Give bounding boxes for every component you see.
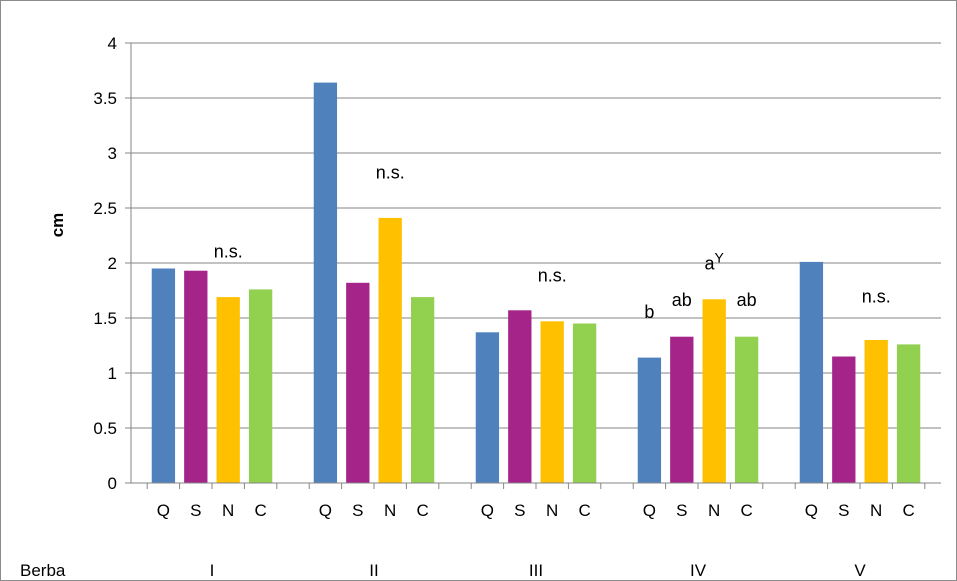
x-category-label: C <box>416 501 428 520</box>
x-category-label: Q <box>319 501 332 520</box>
x-category-label: Q <box>157 501 170 520</box>
bar-III-S <box>508 310 532 483</box>
x-group-label: IV <box>690 561 707 580</box>
bar-III-C <box>572 323 597 483</box>
significance-annotation: n.s. <box>214 242 243 262</box>
bar-V-N <box>864 340 888 483</box>
axes <box>125 42 941 489</box>
y-tick-label: 2 <box>108 254 117 273</box>
bar-I-Q <box>151 268 176 483</box>
bar-III-Q <box>475 332 500 483</box>
y-tick-label: 1 <box>108 364 117 383</box>
bar-I-C <box>248 289 273 483</box>
x-category-label: Q <box>481 501 494 520</box>
significance-annotation: ab <box>737 290 757 310</box>
bar-IV-Q <box>637 357 662 483</box>
y-axis-title: cm <box>48 213 67 238</box>
x-category-label: S <box>838 501 849 520</box>
significance-annotation: n.s. <box>862 287 891 307</box>
y-tick-label: 0 <box>108 474 117 493</box>
x-group-label: III <box>529 561 543 580</box>
x-category-label: C <box>740 501 752 520</box>
x-category-label: S <box>190 501 201 520</box>
bars <box>151 82 921 483</box>
x-category-label: C <box>254 501 266 520</box>
bar-I-S <box>184 270 208 483</box>
x-category-label: N <box>546 501 558 520</box>
bar-III-N <box>540 321 564 483</box>
x-category-label: N <box>222 501 234 520</box>
labels: 0 0.5 1 1.5 2 2.5 3 3.5 4 Q S N C I Q S N C II Q S N C III Q S N C I… <box>93 34 914 580</box>
significance-annotation: ab <box>672 290 692 310</box>
x-category-label: Q <box>643 501 656 520</box>
bar-V-S <box>832 356 856 483</box>
x-category-label: S <box>352 501 363 520</box>
bar-II-Q <box>313 82 338 483</box>
bar-IV-N <box>702 299 726 483</box>
x-category-label: C <box>578 501 590 520</box>
x-category-label: Q <box>805 501 818 520</box>
bar-II-C <box>410 297 435 483</box>
x-category-label: N <box>384 501 396 520</box>
x-category-label: S <box>676 501 687 520</box>
group-row-label: Berba <box>20 561 66 580</box>
bar-IV-C <box>734 336 759 483</box>
bar-II-S <box>346 282 370 483</box>
y-tick-label: 1.5 <box>93 309 117 328</box>
y-tick-label: 0.5 <box>93 419 117 438</box>
y-tick-label: 3.5 <box>93 89 117 108</box>
x-category-label: C <box>902 501 914 520</box>
significance-annotation: b <box>644 302 654 322</box>
bar-V-Q <box>799 261 824 483</box>
x-group-label: II <box>369 561 378 580</box>
bar-I-N <box>216 297 240 483</box>
significance-annotation: n.s. <box>376 162 405 182</box>
x-category-label: S <box>514 501 525 520</box>
y-tick-label: 4 <box>108 34 117 53</box>
y-tick-label: 3 <box>108 144 117 163</box>
bar-V-C <box>896 344 921 483</box>
x-category-label: N <box>870 501 882 520</box>
x-group-label: V <box>854 561 866 580</box>
x-category-label: N <box>708 501 720 520</box>
bar-II-N <box>378 217 402 483</box>
y-tick-label: 2.5 <box>93 199 117 218</box>
x-group-label: I <box>210 561 215 580</box>
bar-IV-S <box>670 336 694 483</box>
significance-annotation: n.s. <box>538 266 567 286</box>
